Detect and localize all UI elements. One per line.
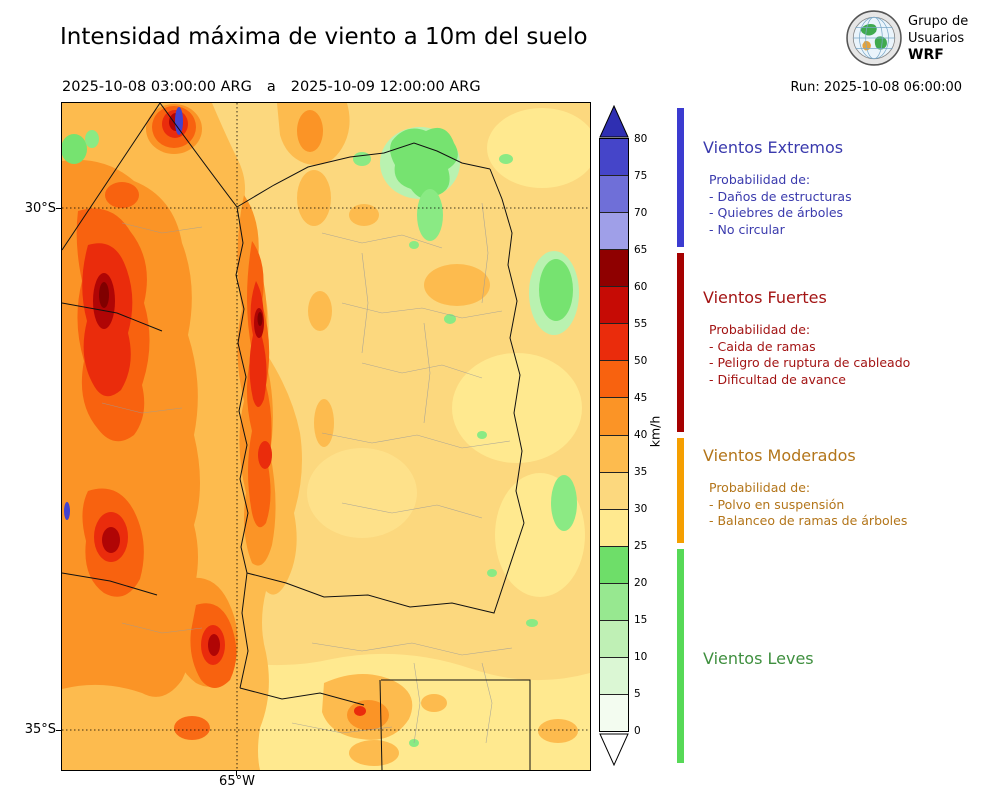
legend-strip-fuertes xyxy=(677,253,684,432)
legend-category-title: Vientos Leves xyxy=(703,649,814,668)
colorbar-band xyxy=(600,693,628,731)
colorbar-band xyxy=(600,212,628,250)
lon-label-65w: 65°W xyxy=(219,774,255,789)
legend-strip-extremos xyxy=(677,108,684,247)
legend-category-title: Vientos Fuertes xyxy=(703,288,827,307)
map-gridlines xyxy=(62,103,590,770)
map-department-borders xyxy=(101,202,513,744)
legend-category-moderados: Vientos Moderados Probabilidad de: - Pol… xyxy=(703,446,983,530)
colorbar-band xyxy=(600,471,628,509)
logo-line1: Grupo de xyxy=(908,14,969,29)
logo-line2: Usuarios xyxy=(908,31,965,46)
legend-category-leves: Vientos Leves xyxy=(703,649,983,668)
colorbar-tick-label: 30 xyxy=(634,503,648,515)
lat-label-35s: 35°S xyxy=(24,722,56,737)
colorbar-tick-label: 40 xyxy=(634,429,648,441)
logo-text: Grupo de Usuarios WRF xyxy=(908,13,968,64)
colorbar-unit-label: km/h xyxy=(647,415,663,448)
colorbar-tick-label: 70 xyxy=(634,207,648,219)
logo-line3: WRF xyxy=(908,47,944,63)
lat-label-30s: 30°S xyxy=(24,201,56,216)
colorbar-band xyxy=(600,508,628,546)
legend-prob-title: Probabilidad de: xyxy=(709,480,811,495)
period-separator: a xyxy=(266,79,276,95)
colorbar-tick-label: 65 xyxy=(634,244,648,256)
axis-tick xyxy=(56,208,61,209)
legend-category-body: Probabilidad de: - Polvo en suspensión -… xyxy=(703,480,983,530)
colorbar-band xyxy=(600,175,628,213)
forecast-period: 2025-10-08 03:00:00 ARG a 2025-10-09 12:00… xyxy=(62,79,481,95)
legend-strip-moderados xyxy=(677,438,684,543)
legend-item: - Daños de estructuras xyxy=(709,188,852,204)
legend-item: - Quiebres de árboles xyxy=(709,205,844,220)
colorbar-tick-label: 80 xyxy=(634,133,648,145)
colorbar-tick-label: 5 xyxy=(634,688,641,700)
colorbar-tick-label: 55 xyxy=(634,318,648,330)
wrf-globe-logo-icon xyxy=(846,10,902,66)
legend-category-body: Probabilidad de: - Daños de estructuras … xyxy=(703,172,983,238)
colorbar-band xyxy=(600,249,628,287)
colorbar-tick-label: 15 xyxy=(634,614,648,626)
legend-category-body: Probabilidad de: - Caida de ramas - Peli… xyxy=(703,322,983,388)
colorbar-ticks: 0 5 10 15 20 25 30 35 40 45 50 55 60 65 70 75 80 xyxy=(634,133,664,737)
colorbar-band xyxy=(600,545,628,583)
colorbar-tick-label: 45 xyxy=(634,392,648,404)
legend-item: - Peligro de ruptura de cableado xyxy=(709,355,911,370)
colorbar-tick-label: 35 xyxy=(634,466,648,478)
legend-category-extremos: Vientos Extremos Probabilidad de: - Daño… xyxy=(703,138,983,238)
colorbar-band xyxy=(600,323,628,361)
map-wind-field xyxy=(62,103,590,770)
wind-intensity-map xyxy=(61,102,591,771)
model-run-label: Run: 2025-10-08 06:00:00 xyxy=(790,80,962,95)
axis-tick xyxy=(236,771,237,776)
page-title: Intensidad máxima de viento a 10m del su… xyxy=(60,24,588,50)
legend-item: - Dificultad de avance xyxy=(709,371,846,387)
period-start: 2025-10-08 03:00:00 ARG xyxy=(62,79,252,95)
colorbar-tick-label: 0 xyxy=(634,725,641,737)
colorbar-tick-label: 60 xyxy=(634,281,648,293)
axis-tick xyxy=(56,730,61,731)
colorbar-tick-label: 20 xyxy=(634,577,648,589)
legend-category-title: Vientos Moderados xyxy=(703,446,856,465)
legend-strip-leves xyxy=(677,549,684,763)
colorbar-tick-label: 50 xyxy=(634,355,648,367)
legend-category-fuertes: Vientos Fuertes Probabilidad de: - Caida… xyxy=(703,288,983,388)
colorbar-extend-up-arrow xyxy=(599,105,629,138)
colorbar-tick-label: 25 xyxy=(634,540,648,552)
colorbar-bands xyxy=(599,138,629,732)
period-end: 2025-10-09 12:00:00 ARG xyxy=(290,79,481,95)
colorbar-tick-label: 75 xyxy=(634,170,648,182)
colorbar-tick-label: 10 xyxy=(634,651,648,663)
colorbar-band xyxy=(600,434,628,472)
legend-item: - Balanceo de ramas de árboles xyxy=(709,513,908,528)
legend-item: - No circular xyxy=(709,221,785,237)
colorbar-band xyxy=(600,397,628,435)
legend-prob-title: Probabilidad de: xyxy=(709,322,811,337)
colorbar-band xyxy=(600,286,628,324)
legend-prob-title: Probabilidad de: xyxy=(709,172,811,187)
colorbar-band xyxy=(600,139,628,176)
colorbar-band xyxy=(600,582,628,620)
colorbar-band xyxy=(600,656,628,694)
legend-item: - Polvo en suspensión xyxy=(709,496,845,512)
colorbar-extend-down-arrow xyxy=(599,733,629,766)
legend-item: - Caida de ramas xyxy=(709,338,816,354)
colorbar-band xyxy=(600,360,628,398)
map-canvas xyxy=(62,103,590,770)
colorbar-band xyxy=(600,619,628,657)
legend-category-title: Vientos Extremos xyxy=(703,138,844,157)
map-province-borders xyxy=(62,103,531,770)
